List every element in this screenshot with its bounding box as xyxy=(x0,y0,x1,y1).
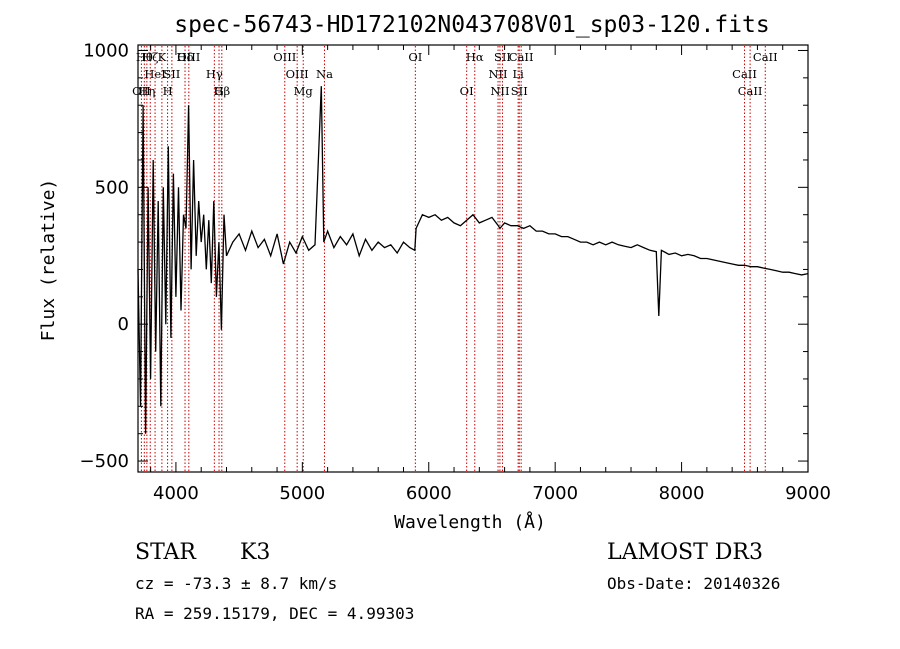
spectral-line-label: SII xyxy=(511,84,528,98)
spectral-line-label: Hζ xyxy=(142,50,158,64)
x-tick-label: 7000 xyxy=(532,483,578,504)
spectral-line-label: Hγ xyxy=(206,67,223,81)
spectral-line-label: Mg xyxy=(294,84,314,98)
spectral-line-label: CaII xyxy=(753,50,778,64)
spectral-line-label: OI xyxy=(408,50,422,64)
spectral-line-label: NII xyxy=(490,84,509,98)
spectral-line-label: Hβ xyxy=(213,84,230,98)
spectral-line-label: CaII xyxy=(732,67,757,81)
spectral-line-label: HeI xyxy=(144,67,165,81)
y-tick-label: −500 xyxy=(80,451,129,472)
spectral-line-label: Na xyxy=(316,67,333,81)
spectral-line-label: SII xyxy=(494,50,511,64)
spectral-line-label: Hα xyxy=(466,50,484,64)
spectral-line-markers xyxy=(140,46,766,471)
object-class: STAR xyxy=(135,540,196,565)
y-tick-label: 1000 xyxy=(83,40,129,61)
survey-name: LAMOST DR3 xyxy=(607,540,763,565)
x-tick-label: 8000 xyxy=(659,483,705,504)
spectral-line-label: K xyxy=(158,50,167,64)
spectral-line-label: CaII xyxy=(509,50,534,64)
spectral-line-label: Li xyxy=(512,67,524,81)
x-tick-label: 9000 xyxy=(785,483,831,504)
spectral-line-label: Hη xyxy=(138,84,155,98)
spectral-line-label: OI xyxy=(460,84,474,98)
chart-title: spec-56743-HD172102N043708V01_sp03-120.f… xyxy=(174,12,769,38)
observation-date: Obs-Date: 20140326 xyxy=(607,574,781,593)
x-tick-label: 6000 xyxy=(406,483,452,504)
object-subclass: K3 xyxy=(240,540,271,565)
plot-frame xyxy=(137,44,809,473)
axis-tick-labels: 4000 5000 6000 7000 8000 9000 −500 0 500 1000 xyxy=(80,40,831,504)
spectrum-series-line xyxy=(137,86,809,434)
spectral-line-label: H xyxy=(163,84,173,98)
spectral-line-label: OIII xyxy=(286,67,309,81)
redshift-cz: cz = -73.3 ± 8.7 km/s xyxy=(135,574,338,593)
spectral-line-label: NII xyxy=(488,67,507,81)
spectral-line-label: Hδ xyxy=(177,50,194,64)
spectral-line-label: G xyxy=(214,84,223,98)
spectral-line-label: CaII xyxy=(738,84,763,98)
x-tick-label: 4000 xyxy=(153,483,199,504)
y-tick-label: 500 xyxy=(95,177,129,198)
coordinates: RA = 259.15179, DEC = 4.99303 xyxy=(135,604,415,623)
spectral-line-label: OII xyxy=(132,84,151,98)
x-axis-label: Wavelength (Å) xyxy=(394,511,546,533)
spectral-line-label: SII xyxy=(163,67,180,81)
x-tick-label: 5000 xyxy=(279,483,325,504)
spectral-line-label: OIII xyxy=(273,50,296,64)
y-axis-label: Flux (relative) xyxy=(38,179,59,342)
spectral-line-label: OIII xyxy=(177,50,200,64)
spectral-line-label: Hθ xyxy=(136,50,153,64)
y-tick-label: 0 xyxy=(118,314,129,335)
spectral-line-labels: OIIHθHηHζHeIKHSIIHδOIIIHγGHβOIIIOIIIMgNa… xyxy=(132,50,777,98)
